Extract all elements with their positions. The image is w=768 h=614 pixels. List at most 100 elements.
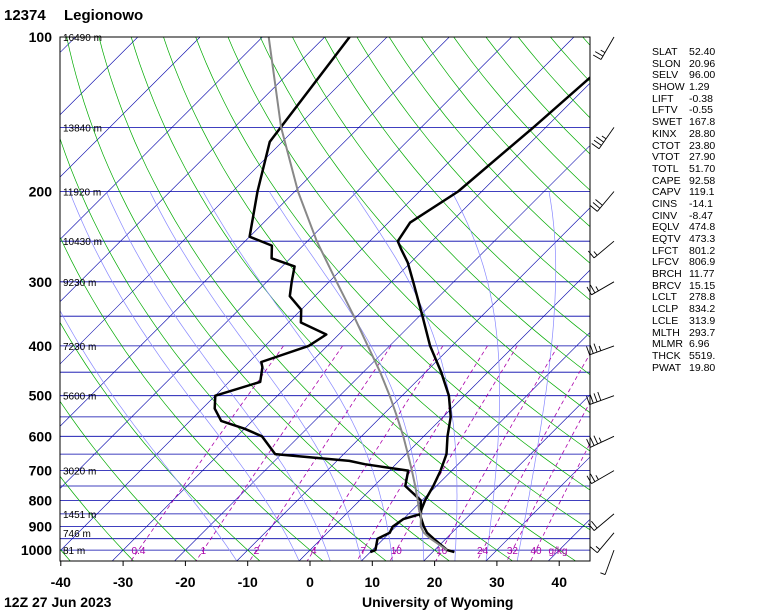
barb-flag — [594, 51, 604, 57]
dry-adiabat — [60, 236, 324, 561]
index-name: LFTV — [652, 104, 678, 117]
index-value: 806.9 — [689, 256, 716, 269]
mixing-ratio-labels: 0.4 1 2 4 7 10 16 24 32 40 g/kg — [132, 546, 568, 557]
barb-flag — [592, 54, 602, 60]
barb-flag — [591, 143, 600, 150]
mixing-ratio-label: g/kg — [549, 546, 568, 557]
index-row-pwat: PWAT 19.80 — [652, 362, 764, 375]
index-name: LIFT — [652, 92, 674, 105]
index-value: 20.96 — [689, 57, 716, 70]
barb-flag — [595, 199, 603, 206]
barb-half-flag — [600, 49, 606, 53]
barb-half-flag — [600, 572, 606, 576]
pressure-tick-label: 900 — [29, 519, 53, 535]
height-label: 13840 m — [63, 123, 102, 134]
index-name: SHOW — [652, 81, 685, 94]
wind-barb — [587, 240, 615, 259]
height-label: 746 m — [63, 529, 91, 540]
dry-adiabat — [453, 37, 590, 191]
barb-flag — [593, 435, 599, 445]
index-row-swet: SWET 167.8 — [652, 116, 764, 129]
index-value: 167.8 — [689, 116, 716, 129]
dry-adiabat — [60, 137, 387, 561]
dry-adiabat — [324, 37, 590, 338]
dry-adiabat — [195, 37, 590, 491]
temperature-tick-label: 20 — [427, 574, 443, 590]
barb-shaft — [593, 240, 615, 259]
index-name: CAPV — [652, 186, 681, 199]
barb-shaft — [604, 549, 615, 575]
index-name: LCLE — [652, 314, 679, 327]
barb-half-flag — [595, 286, 599, 292]
index-value: -14.1 — [689, 197, 713, 210]
barb-flag — [590, 546, 598, 554]
isotherm — [485, 456, 590, 561]
pressure-tick-label: 400 — [29, 338, 53, 354]
mixing-ratio-line — [249, 345, 392, 561]
wind-barb — [586, 470, 615, 484]
wind-barbs — [586, 36, 615, 576]
index-value: 15.15 — [689, 279, 716, 292]
dry-adiabat — [227, 37, 590, 452]
index-row-show: SHOW 1.29 — [652, 81, 764, 94]
height-label: 81 m — [63, 546, 85, 557]
barb-flag — [586, 395, 591, 405]
barb-half-flag — [601, 135, 607, 140]
index-row-brcv: BRCV 15.15 — [652, 279, 764, 293]
data-source: University of Wyoming — [362, 594, 513, 610]
index-name: EQTV — [652, 233, 681, 245]
dry-adiabat — [60, 321, 261, 561]
mixing-ratio-label: 2 — [254, 546, 260, 557]
barb-shaft — [596, 191, 615, 212]
barb-flag — [593, 139, 602, 146]
dry-adiabat — [60, 475, 134, 561]
height-label: 3020 m — [63, 467, 96, 478]
isotherm — [174, 145, 590, 561]
plot-frame — [59, 36, 591, 562]
moist-adiabat — [516, 191, 557, 561]
index-row-slon: SLON 20.96 — [652, 57, 764, 71]
isotherm — [361, 331, 590, 561]
index-name: BRCV — [652, 279, 682, 292]
index-row-vtot: VTOT 27.90 — [652, 151, 764, 164]
barb-shaft — [591, 470, 615, 484]
wind-barb — [590, 191, 615, 212]
pressure-tick-label: 1000 — [21, 542, 52, 558]
wind-barb — [587, 513, 615, 531]
barb-shaft — [589, 395, 615, 406]
barb-flag — [597, 391, 602, 401]
index-value: 278.8 — [689, 291, 716, 304]
isotherm — [60, 37, 325, 303]
dry-adiabat — [421, 37, 590, 228]
barb-flag — [589, 344, 594, 354]
mixing-ratio-label: 10 — [391, 546, 403, 557]
barb-flag — [589, 394, 594, 404]
index-row-capv: CAPV 119.1 — [652, 186, 764, 199]
index-value: -0.38 — [689, 92, 713, 105]
index-row-cins: CINS -14.1 — [652, 197, 764, 211]
index-row-mlth: MLTH 293.7 — [652, 327, 764, 340]
moist-adiabat — [352, 191, 458, 561]
index-name: KINX — [652, 127, 677, 140]
dry-adiabat — [66, 37, 450, 561]
wind-barb — [586, 391, 615, 406]
wind-barb — [586, 435, 615, 448]
moist-adiabat — [451, 191, 500, 561]
height-label: 5600 m — [63, 392, 96, 403]
index-value: 51.70 — [689, 162, 716, 175]
index-row-lclt: LCLT 278.8 — [652, 292, 764, 304]
mixing-ratio-label: 40 — [530, 546, 542, 557]
index-name: CINS — [652, 197, 678, 210]
mixing-ratio-line — [506, 401, 590, 561]
height-label: 7230 m — [63, 342, 96, 353]
wind-barb — [586, 281, 615, 296]
pressure-axis: 100 200 300 400 500 600 700 800 900 1000 — [21, 29, 52, 558]
dewpoint-profile — [213, 37, 423, 554]
index-value: -0.55 — [689, 104, 713, 117]
mixing-ratio-line — [306, 345, 444, 561]
mixing-ratio-line — [435, 345, 559, 561]
mixing-ratio-label: 1 — [201, 546, 207, 557]
wind-barb — [586, 343, 615, 356]
index-value: -8.47 — [689, 209, 713, 222]
mixing-ratio-label: 16 — [436, 546, 448, 557]
